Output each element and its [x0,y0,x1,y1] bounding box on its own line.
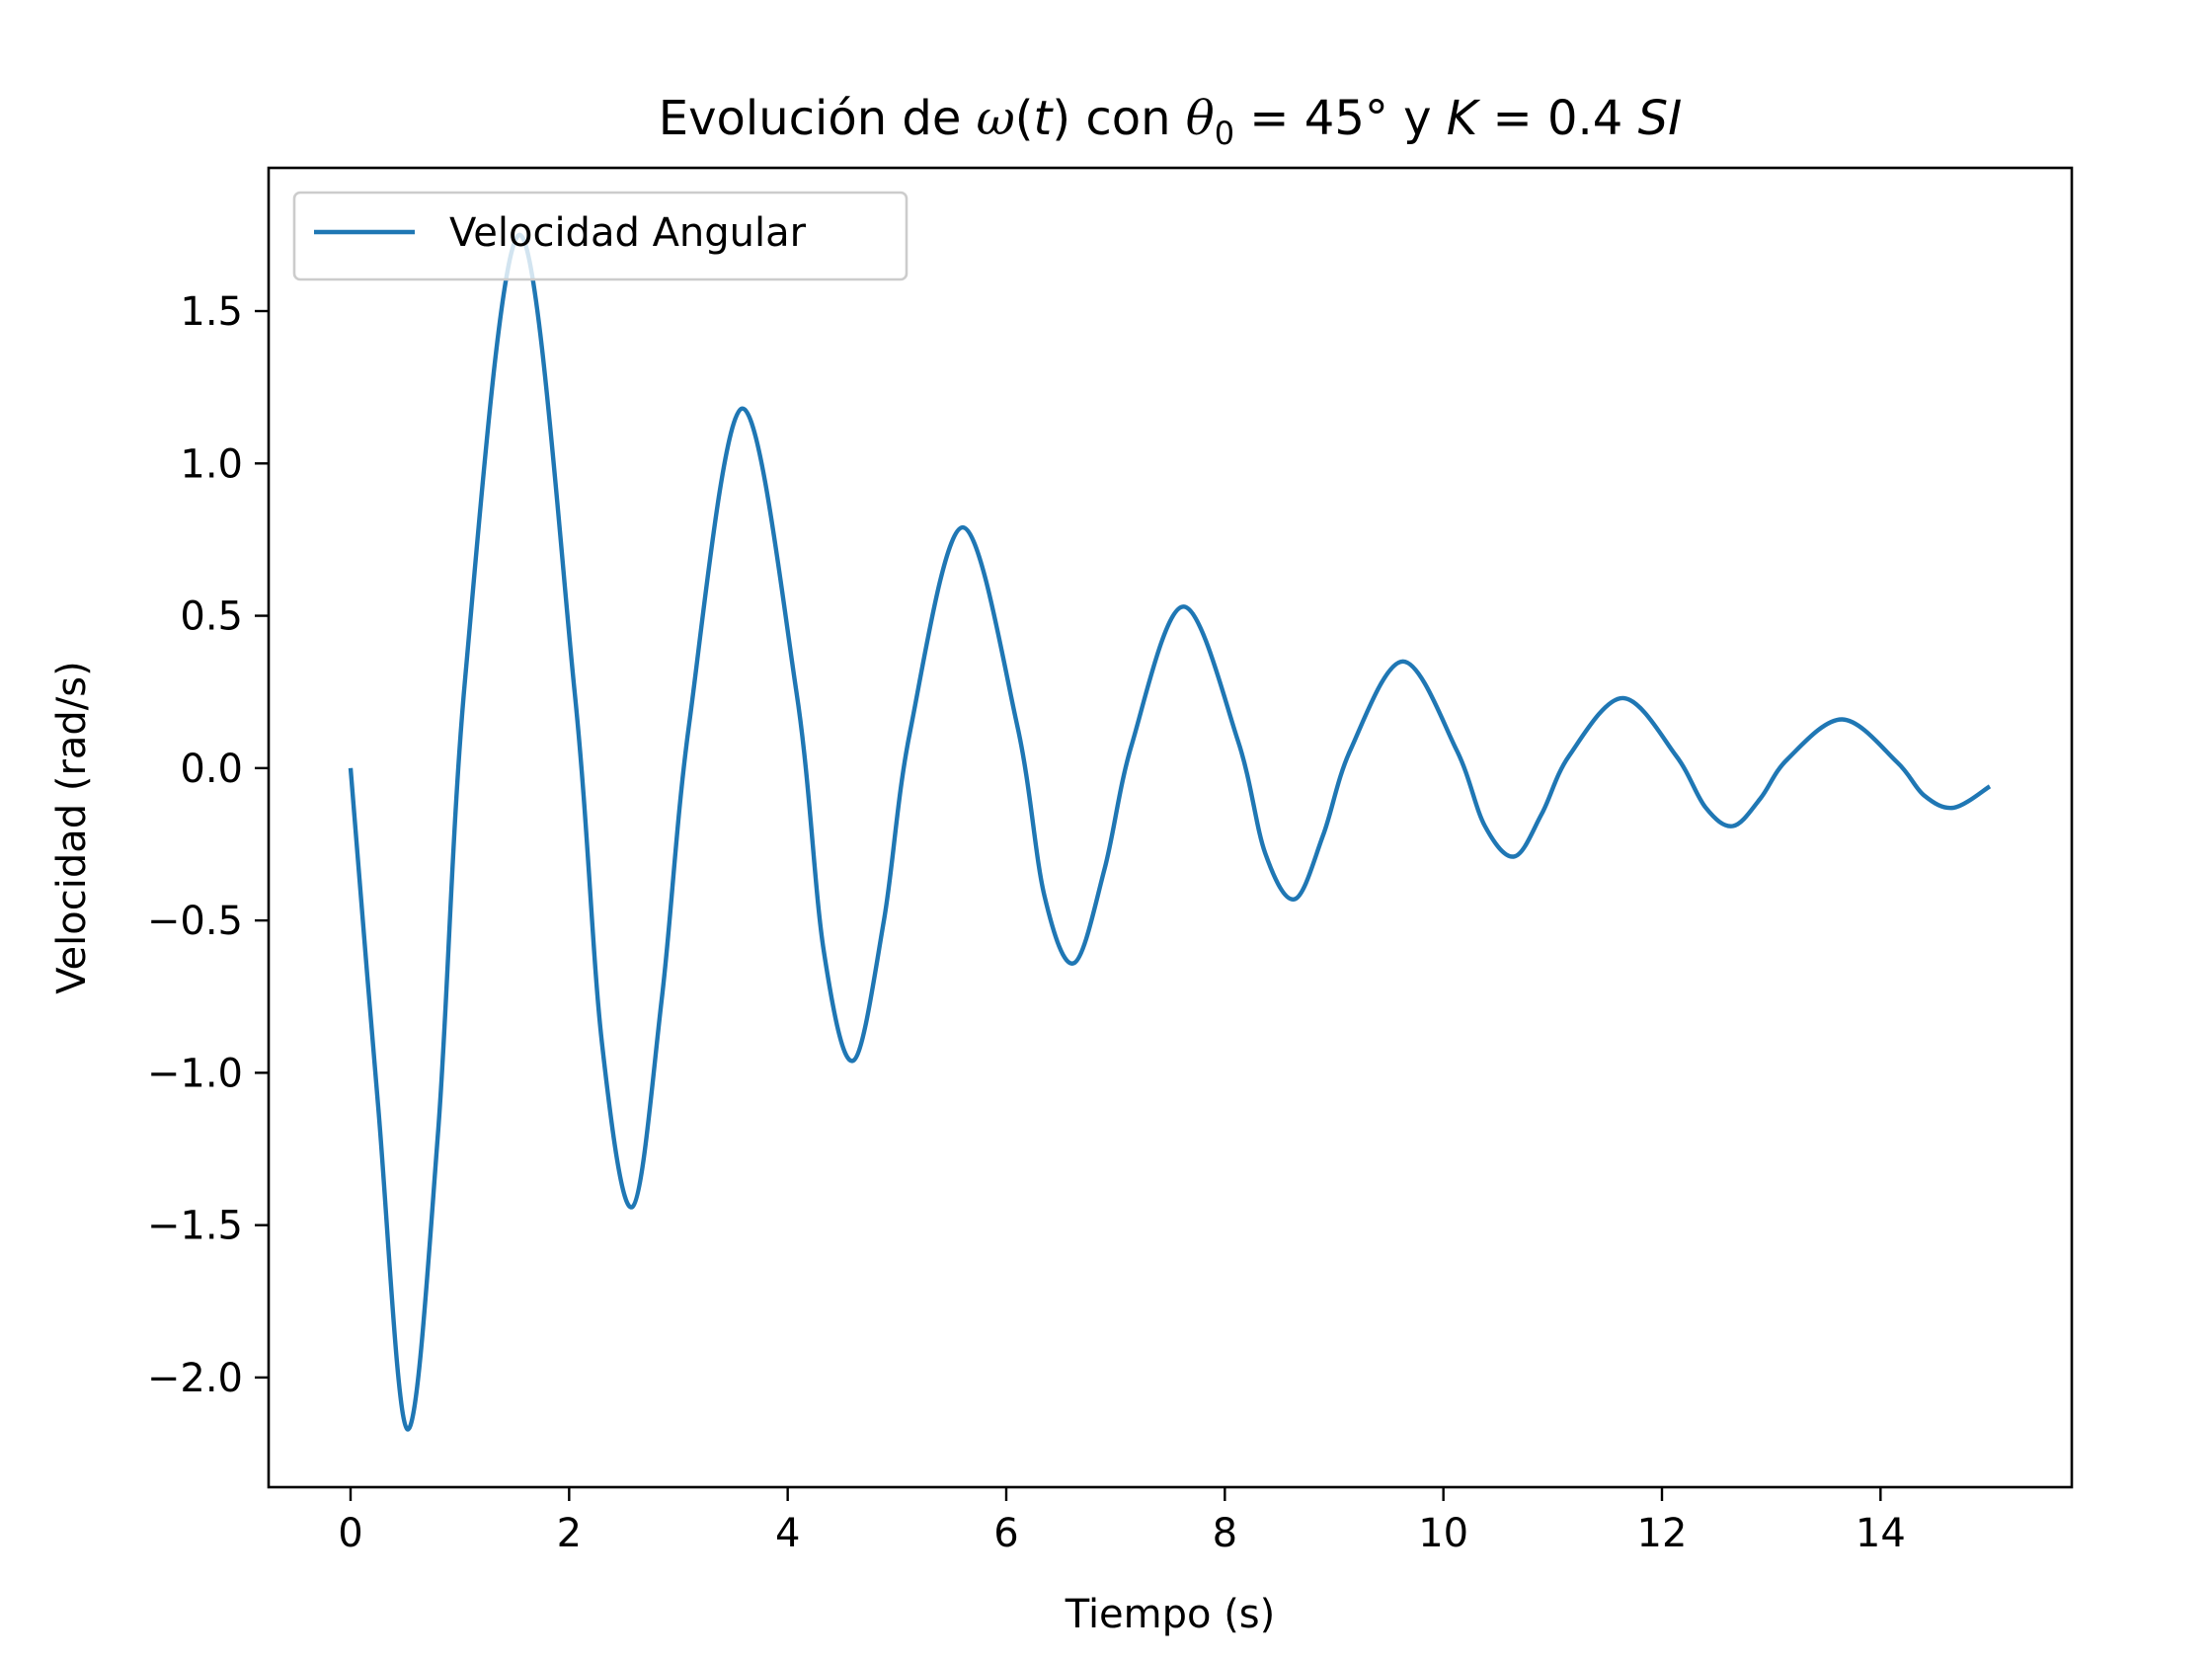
x-tick-label: 2 [557,1511,582,1556]
title-eq2: = 0.4 [1477,91,1637,146]
x-tick-label: 0 [338,1511,362,1556]
title-k: K [1447,91,1481,146]
title-mid: ) con [1052,91,1185,146]
y-tick-label: 1.5 [180,289,243,335]
x-axis-label: Tiempo (s) [1065,1592,1276,1637]
y-tick-label: −2.0 [147,1356,243,1401]
x-tick-label: 8 [1213,1511,1237,1556]
y-tick-label: 0.5 [180,594,243,640]
x-tick-label: 14 [1856,1511,1906,1556]
title-theta: θ [1186,91,1215,146]
chart-title: Evolución de ω(t) con θ0 = 45° y K = 0.4… [659,91,1682,152]
y-tick-label: −0.5 [147,899,243,944]
x-tick-label: 12 [1637,1511,1688,1556]
y-tick-label: 0.0 [180,747,243,792]
title-theta-subscript: 0 [1215,115,1234,152]
axis-ticks: 0 2 4 6 8 10 12 14 −2.0 −1.5 −1.0 −0.5 0.0 0.5 1.0 1.5 [147,289,1906,1556]
title-si: SI [1638,91,1683,146]
legend: Velocidad Angular [292,191,908,281]
y-axis-label: Velocidad (rad/s) [49,661,95,993]
y-tick-label: −1.5 [147,1204,243,1249]
title-prefix: Evolución de [659,91,977,146]
title-eq1: = 45° y [1234,91,1447,146]
y-tick-label: 1.0 [180,441,243,487]
x-tick-label: 10 [1418,1511,1468,1556]
title-open-paren: ( [1015,91,1034,146]
title-t: t [1034,91,1055,146]
axes-frame [267,166,2074,1489]
legend-box [292,191,908,281]
x-tick-label: 6 [993,1511,1018,1556]
title-omega: ω [977,91,1015,146]
legend-label: Velocidad Angular [449,210,807,256]
y-tick-label: −1.0 [147,1051,243,1096]
x-tick-label: 4 [775,1511,800,1556]
